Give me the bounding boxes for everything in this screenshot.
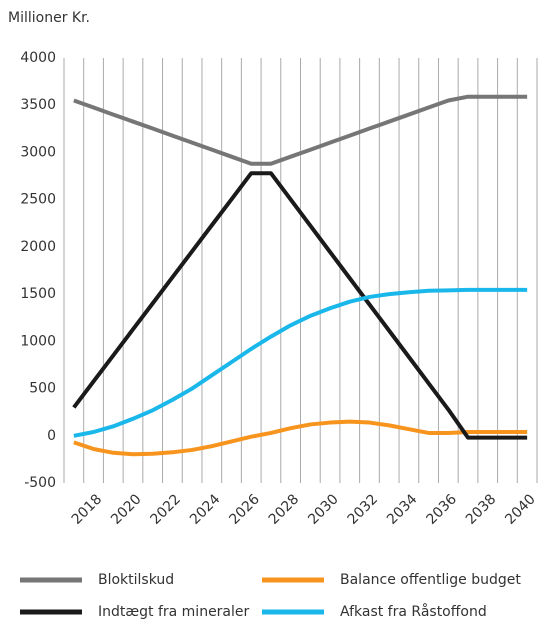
legend-label: Balance offentlige budget xyxy=(340,572,521,588)
legend-label: Indtægt fra mineraler xyxy=(98,604,250,620)
y-tick-label: 0 xyxy=(47,428,56,444)
y-tick-label: 3500 xyxy=(20,97,56,113)
x-tick-label: 2022 xyxy=(148,491,185,528)
x-tick-label: 2036 xyxy=(423,491,460,528)
y-tick-label: 1500 xyxy=(20,286,56,302)
x-tick-label: 2018 xyxy=(69,491,106,528)
x-tick-label: 2024 xyxy=(187,491,224,528)
legend-label: Afkast fra Råstoffond xyxy=(340,603,487,620)
x-tick-label: 2028 xyxy=(266,491,303,528)
y-tick-label: 3000 xyxy=(20,144,56,160)
y-tick-label: 2500 xyxy=(20,192,56,208)
series-line xyxy=(72,171,528,440)
x-tick-label: 2030 xyxy=(305,491,342,528)
y-tick-label: 4000 xyxy=(20,50,56,66)
x-tick-label: 2038 xyxy=(463,491,500,528)
x-tick-label: 2026 xyxy=(226,491,263,528)
y-tick-label: 500 xyxy=(29,381,56,397)
y-tick-label: -500 xyxy=(24,475,56,491)
x-tick-label: 2040 xyxy=(502,491,539,528)
x-tick-label: 2020 xyxy=(108,491,145,528)
series-line xyxy=(73,287,528,438)
series-line xyxy=(73,419,528,457)
x-tick-label: 2034 xyxy=(384,491,421,528)
legend-label: Bloktilskud xyxy=(98,572,174,588)
x-tick-label: 2032 xyxy=(345,491,382,528)
series-line xyxy=(73,94,528,166)
y-tick-label: 2000 xyxy=(20,239,56,255)
chart-title: Millioner Kr. xyxy=(8,10,90,26)
y-tick-label: 1000 xyxy=(20,333,56,349)
